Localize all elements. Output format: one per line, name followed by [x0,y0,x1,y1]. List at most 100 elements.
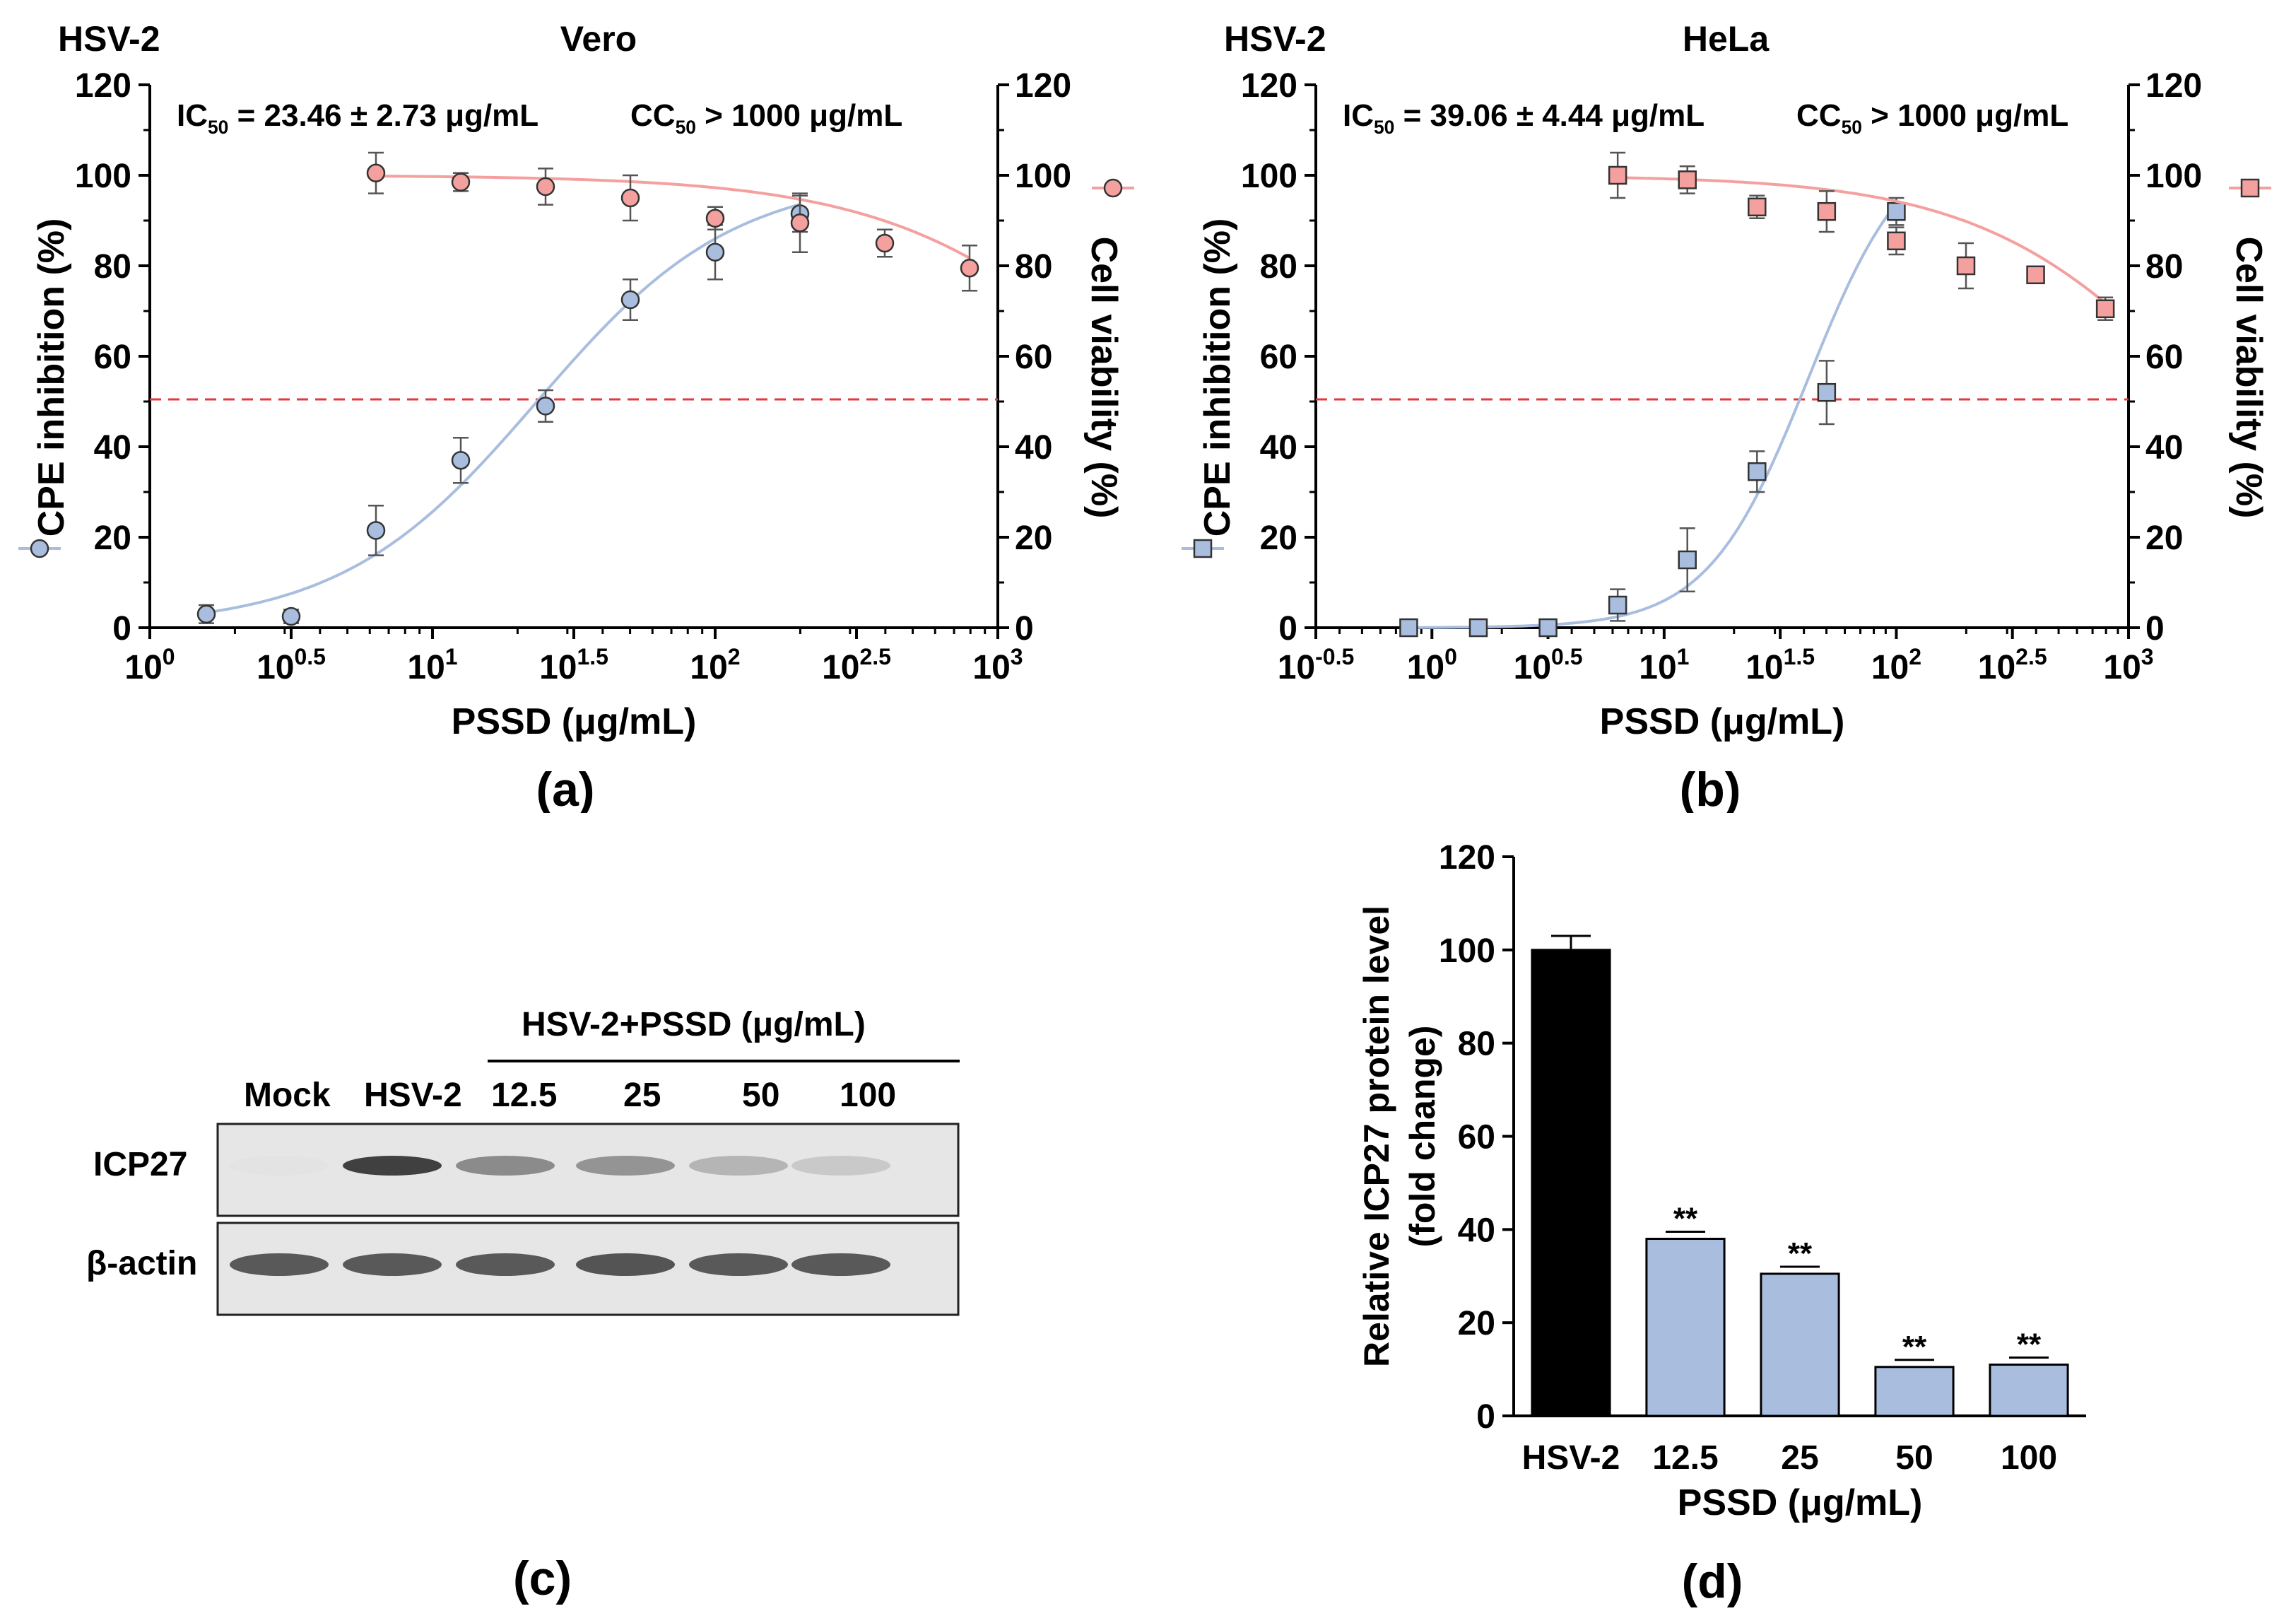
data-point [1678,170,1697,189]
chart-vero: 0 0 20 20 40 40 60 60 80 80 100 100 120 120 100 100.5 10… [18,19,1134,813]
fit-curve [206,203,801,614]
x-tick-label: 100 [2001,1439,2057,1477]
legend-marker-cpe [1193,539,1213,558]
lane-label-hsv2: HSV-2 [364,1077,462,1114]
data-point [705,209,725,228]
significance-stars: ** [1788,1236,1813,1271]
bar-100 [1989,1363,2069,1417]
band-β-actin-Mock [230,1253,329,1276]
data-point [1399,618,1418,638]
band-ICP27-HSV-2 [343,1156,442,1176]
data-point [960,258,979,278]
data-point [1817,201,1837,221]
x-tick-label: 100.5 [1514,644,1583,686]
band-ICP27-50 [689,1156,788,1176]
row-label-beta-actin: β-actin [86,1245,198,1282]
y-tick-label-right: 60 [1015,339,1052,376]
bar-50 [1874,1366,1955,1417]
x-tick-label: 101 [1639,644,1689,686]
x-tick-label: 100 [1407,644,1457,686]
chart-hela: 0 0 20 20 40 40 60 60 80 80 100 100 120 120 10-0.5 100 1… [1182,19,2271,813]
data-point [790,213,810,233]
bar-HSV-2 [1531,949,1611,1417]
y-tick-label-left: 120 [75,67,131,105]
x-tick-label: 101 [407,644,457,686]
x-axis-label: PSSD (μg/mL) [452,701,697,742]
y-tick-label-left: 100 [1241,158,1297,195]
y-tick-label-left: 40 [1260,429,1297,467]
panel-label-c: (c) [513,1552,572,1605]
data-point [196,604,216,624]
western-blot-panel: HSV-2+PSSD (μg/mL) Mock HSV-2 12.5 25 50… [0,813,1131,1623]
series-cell-viability [1608,151,2115,322]
y-tick-label-right: 60 [2145,339,2183,376]
band-ICP27-100 [791,1156,890,1176]
band-β-actin-12.5 [456,1253,555,1276]
legend-marker-viability [2240,178,2260,198]
x-axis-label: PSSD (μg/mL) [1600,701,1845,742]
y-tick-label: 60 [1458,1119,1495,1156]
data-point [1468,618,1488,638]
y-tick-label: 0 [1476,1398,1495,1436]
ic50-annotation: IC50 = 23.46 ± 2.73 μg/mL [177,98,538,138]
data-point [1887,231,1906,251]
y-tick-label-right: 120 [1015,67,1071,105]
x-tick-label: 100.5 [257,644,326,686]
x-tick-label: 100 [124,644,175,686]
y-tick-label-left: 0 [1278,610,1297,648]
series-cpe-inhibition [196,194,810,626]
band-ICP27-12.5 [456,1156,555,1176]
y-tick-label-right: 0 [1015,610,1034,648]
y-tick-label-right: 20 [1015,520,1052,557]
y-tick-label-right: 100 [2145,158,2202,195]
y-tick-label-left: 20 [1260,520,1297,557]
x-tick-label: 102.5 [822,644,891,686]
bar-25 [1760,1272,1840,1417]
y-tick-label-right: 100 [1015,158,1071,195]
ic50-annotation: IC50 = 39.06 ± 4.44 μg/mL [1343,98,1705,138]
data-point [2026,265,2045,285]
series-cpe-inhibition [1399,197,1906,638]
band-β-actin-25 [576,1253,675,1276]
chart-icp27-bar: 0 20 40 60 80 100 120 HSV-2 ** 12.5 ** 25 ** 50 ** 100 P… [1357,839,2086,1608]
data-point [451,172,471,192]
y-tick-label: 100 [1439,932,1495,970]
data-point [1887,201,1906,221]
y-tick-label-left: 60 [1260,339,1297,376]
fit-curve [1618,176,2107,305]
band-β-actin-50 [689,1253,788,1276]
data-point [1817,382,1837,402]
x-tick-label: 12.5 [1652,1439,1718,1477]
x-tick-label: 50 [1895,1439,1933,1477]
x-tick-label: 101.5 [1745,644,1815,686]
virus-label: HSV-2 [1224,19,1326,59]
row-label-icp27: ICP27 [93,1146,188,1183]
x-tick-label: 101.5 [539,644,608,686]
data-point [1678,550,1697,570]
blot-group-label: HSV-2+PSSD (μg/mL) [522,1006,866,1043]
data-point [1748,197,1767,217]
data-point [1538,618,1558,638]
y-tick-label-left: 80 [94,248,131,286]
data-point [281,607,301,626]
blot-image [216,1123,960,1316]
y-tick-label: 40 [1458,1212,1495,1249]
y-tick-label-left: 120 [1241,67,1297,105]
data-point [875,233,895,253]
data-point [705,242,725,262]
x-tick-label: 25 [1781,1439,1818,1477]
band-ICP27-Mock [230,1156,329,1176]
cc50-annotation: CC50 > 1000 μg/mL [630,98,902,138]
y-tick-label-left: 80 [1260,248,1297,286]
data-point [366,521,386,540]
x-axis-label: PSSD (μg/mL) [1678,1482,1923,1523]
chart-title: Vero [560,19,637,59]
y-tick-label-right: 0 [2145,610,2165,648]
data-point [1608,595,1627,615]
y-tick-label-right: 80 [2145,248,2183,286]
y-tick-label: 20 [1458,1305,1495,1342]
data-point [1608,165,1627,185]
legend-marker-viability [1103,178,1123,198]
blot-group-line [488,1060,960,1062]
cc50-annotation: CC50 > 1000 μg/mL [1796,98,2068,138]
